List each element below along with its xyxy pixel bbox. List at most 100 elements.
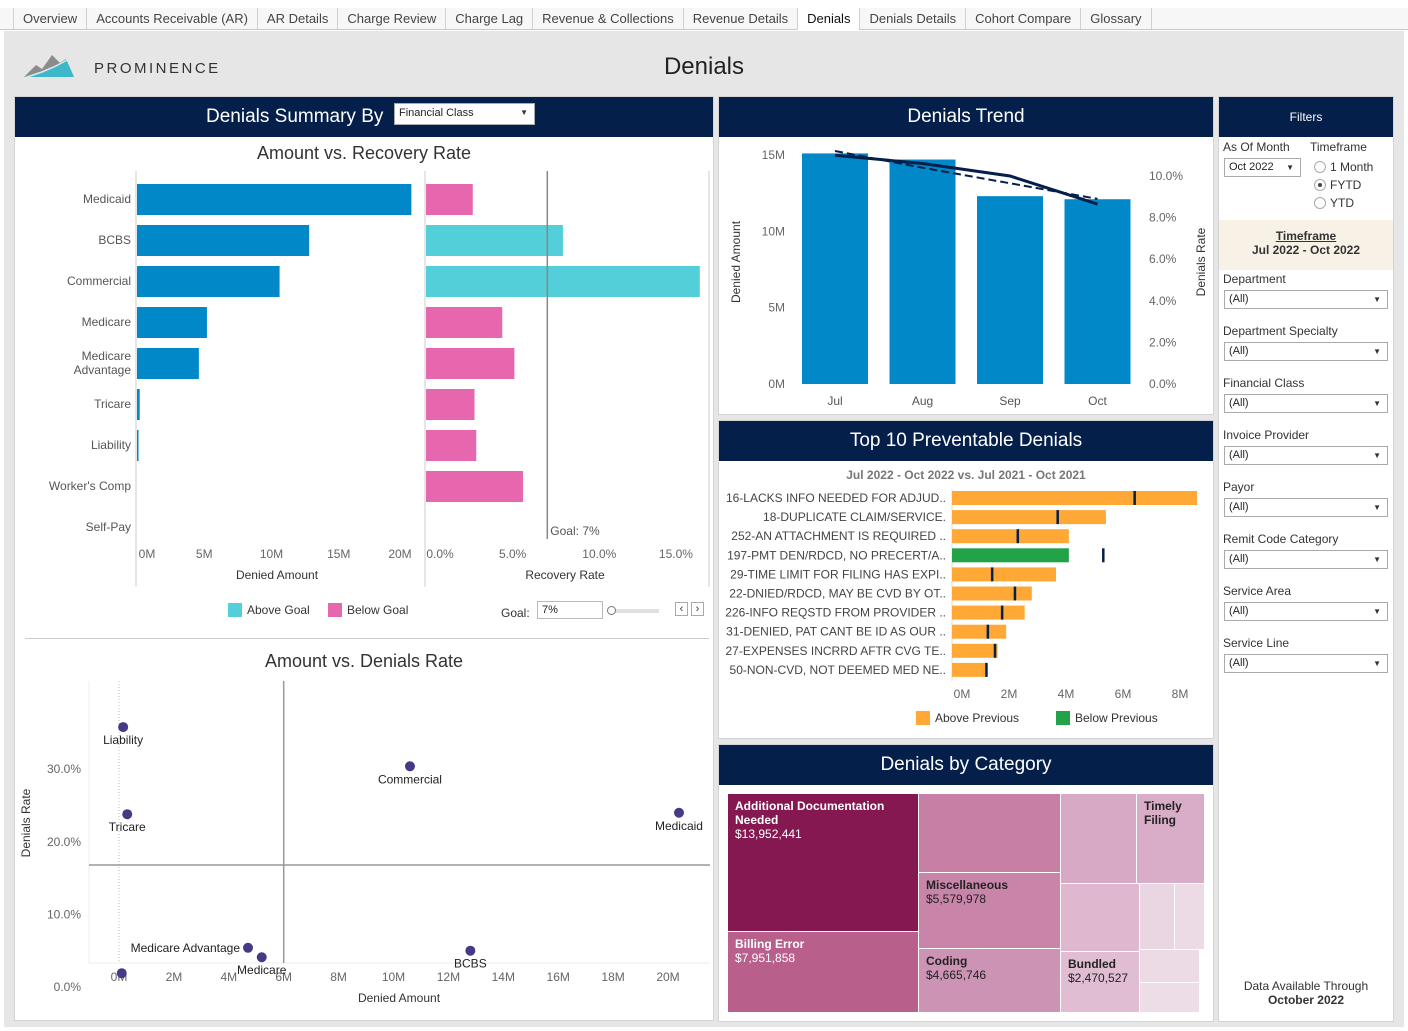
timeframe-box-value: Jul 2022 - Oct 2022 [1251,243,1361,257]
treemap-cell[interactable] [1140,884,1174,949]
as-of-month-value: Oct 2022 [1229,161,1274,173]
goal-slider-handle[interactable] [607,606,616,615]
category-label: Worker's Comp [49,479,131,493]
filter-dropdown-payor[interactable]: (All) ▼ [1224,498,1388,517]
x-axis-label: Denied Amount [236,568,319,582]
previous-value-marker [1000,605,1004,620]
treemap-cell[interactable]: Coding $4,665,746 [919,949,1060,1012]
dropdown-arrow-icon: ▼ [1373,451,1381,460]
category-label: Medicaid [83,192,131,206]
treemap-cell[interactable] [1061,884,1139,951]
filter-dropdown-service-line[interactable]: (All) ▼ [1224,654,1388,673]
goal-slider[interactable] [607,606,659,615]
x-tick-label: 4M [220,970,237,984]
timeframe-option-ytd[interactable]: YTD [1314,196,1354,210]
goal-input[interactable]: 7% [537,601,603,619]
y-tick-label-right: 4.0% [1149,294,1177,308]
tab-charge-review[interactable]: Charge Review [337,8,445,29]
scatter-point [118,722,129,733]
timeframe-option-fytd[interactable]: FYTD [1314,178,1361,192]
treemap-cell[interactable]: Miscellaneous $5,579,978 [919,873,1060,948]
timeframe-option-1-month[interactable]: 1 Month [1314,160,1373,174]
filter-dropdown-department[interactable]: (All) ▼ [1224,290,1388,309]
treemap-cell-label: Billing Error [735,937,805,951]
filter-dropdown-remit-code-category[interactable]: (All) ▼ [1224,550,1388,569]
filter-label-service-line: Service Line [1223,636,1290,650]
legend-below-goal[interactable]: Below Goal [328,603,408,617]
category-label: Medicare [82,349,132,363]
summary-by-dropdown[interactable]: Financial Class ▼ [394,103,535,125]
previous-value-marker [986,624,990,639]
filter-value: (All) [1229,293,1249,305]
radio-label: 1 Month [1330,160,1374,174]
tab-cohort-compare[interactable]: Cohort Compare [965,8,1080,29]
treemap-cell[interactable] [1061,794,1136,883]
treemap-cell-value: $5,579,978 [926,892,987,906]
dropdown-arrow-icon: ▼ [1373,555,1381,564]
category-label: 18-DUPLICATE CLAIM/SERVICE. [763,510,946,524]
recovery-rate-bar [426,430,477,461]
y-tick-label: 10.0% [47,907,81,921]
tab-ar-details[interactable]: AR Details [256,8,337,29]
timeframe-box-title: Timeframe [1275,229,1337,243]
legend-above-goal[interactable]: Above Goal [228,603,310,617]
y-tick-label: 10M [762,224,785,238]
tab-overview[interactable]: Overview [13,8,86,29]
denials-summary-title: Denials Summary By [206,106,384,127]
scatter-point [116,968,127,979]
tab-charge-lag[interactable]: Charge Lag [445,8,532,29]
x-tick-label: 10M [260,547,283,561]
recovery-rate-bar [426,471,524,502]
filter-value: (All) [1229,501,1249,513]
treemap-cell[interactable]: Billing Error $7,951,858 [728,932,918,1012]
tab-revenue-details[interactable]: Revenue Details [682,8,797,29]
point-label: Liability [103,733,143,747]
goal-decrement-button[interactable]: ‹ [675,602,688,616]
tab-denials-details[interactable]: Denials Details [859,8,965,29]
goal-increment-button[interactable]: › [691,602,704,616]
current-value-bar [952,662,987,677]
treemap-cell[interactable] [1140,950,1199,982]
point-label: Medicaid [655,819,703,833]
tab-denials[interactable]: Denials [797,8,860,30]
filter-value: (All) [1229,397,1249,409]
x-tick-label: 5.0% [499,547,527,561]
category-label: 50-NON-CVD, NOT DEEMED MED NE.. [730,663,946,677]
tab-glossary[interactable]: Glossary [1080,8,1152,29]
treemap-cell-label: Miscellaneous [926,878,1009,892]
tab-accounts-receivable[interactable]: Accounts Receivable (AR) [86,8,257,29]
x-tick-label: 12M [437,970,460,984]
point-label: BCBS [454,957,487,971]
category-label: 197-PMT DEN/RDCD, NO PRECERT/A.. [727,548,946,562]
point-label: Tricare [109,820,146,834]
radio-label: YTD [1330,196,1354,210]
x-tick-label: 6M [275,970,292,984]
treemap-cell-label: Additional Documentation Needed [735,799,885,827]
treemap-cell[interactable] [1140,983,1199,1012]
current-value-bar [952,529,1069,544]
page-title: Denials [663,53,745,80]
tab-revenue-collections[interactable]: Revenue & Collections [532,8,683,29]
treemap-cell[interactable]: Additional Documentation Needed $13,952,4… [728,794,918,931]
as-of-month-dropdown[interactable]: Oct 2022 ▼ [1224,158,1301,177]
timeframe-label: Timeframe [1310,140,1367,154]
divider [25,638,709,639]
treemap-cell[interactable]: Bundled $2,470,527 [1061,952,1139,1012]
filter-label-financial-class: Financial Class [1223,376,1305,390]
filter-dropdown-financial-class[interactable]: (All) ▼ [1224,394,1388,413]
treemap-cell[interactable] [1175,884,1204,949]
dropdown-arrow-icon: ▼ [1373,607,1381,616]
y-axis-label-right: Denials Rate [1194,227,1208,296]
top10-preventable-panel: Top 10 Preventable Denials Jul 2022 - Oc… [718,420,1214,739]
filter-dropdown-service-area[interactable]: (All) ▼ [1224,602,1388,621]
treemap-cell[interactable]: Timely Filing [1137,794,1204,883]
filter-dropdown-invoice-provider[interactable]: (All) ▼ [1224,446,1388,465]
treemap-cell[interactable] [919,794,1060,872]
denied-amount-bar [1064,199,1131,384]
denials-by-category-treemap: Additional Documentation Needed $13,952,4… [728,794,1206,1013]
filter-label-remit-code-category: Remit Code Category [1223,532,1339,546]
filter-dropdown-department-specialty[interactable]: (All) ▼ [1224,342,1388,361]
point-label: Medicare Advantage [131,941,241,955]
current-value-bar [952,510,1106,525]
scatter-point [243,942,254,953]
